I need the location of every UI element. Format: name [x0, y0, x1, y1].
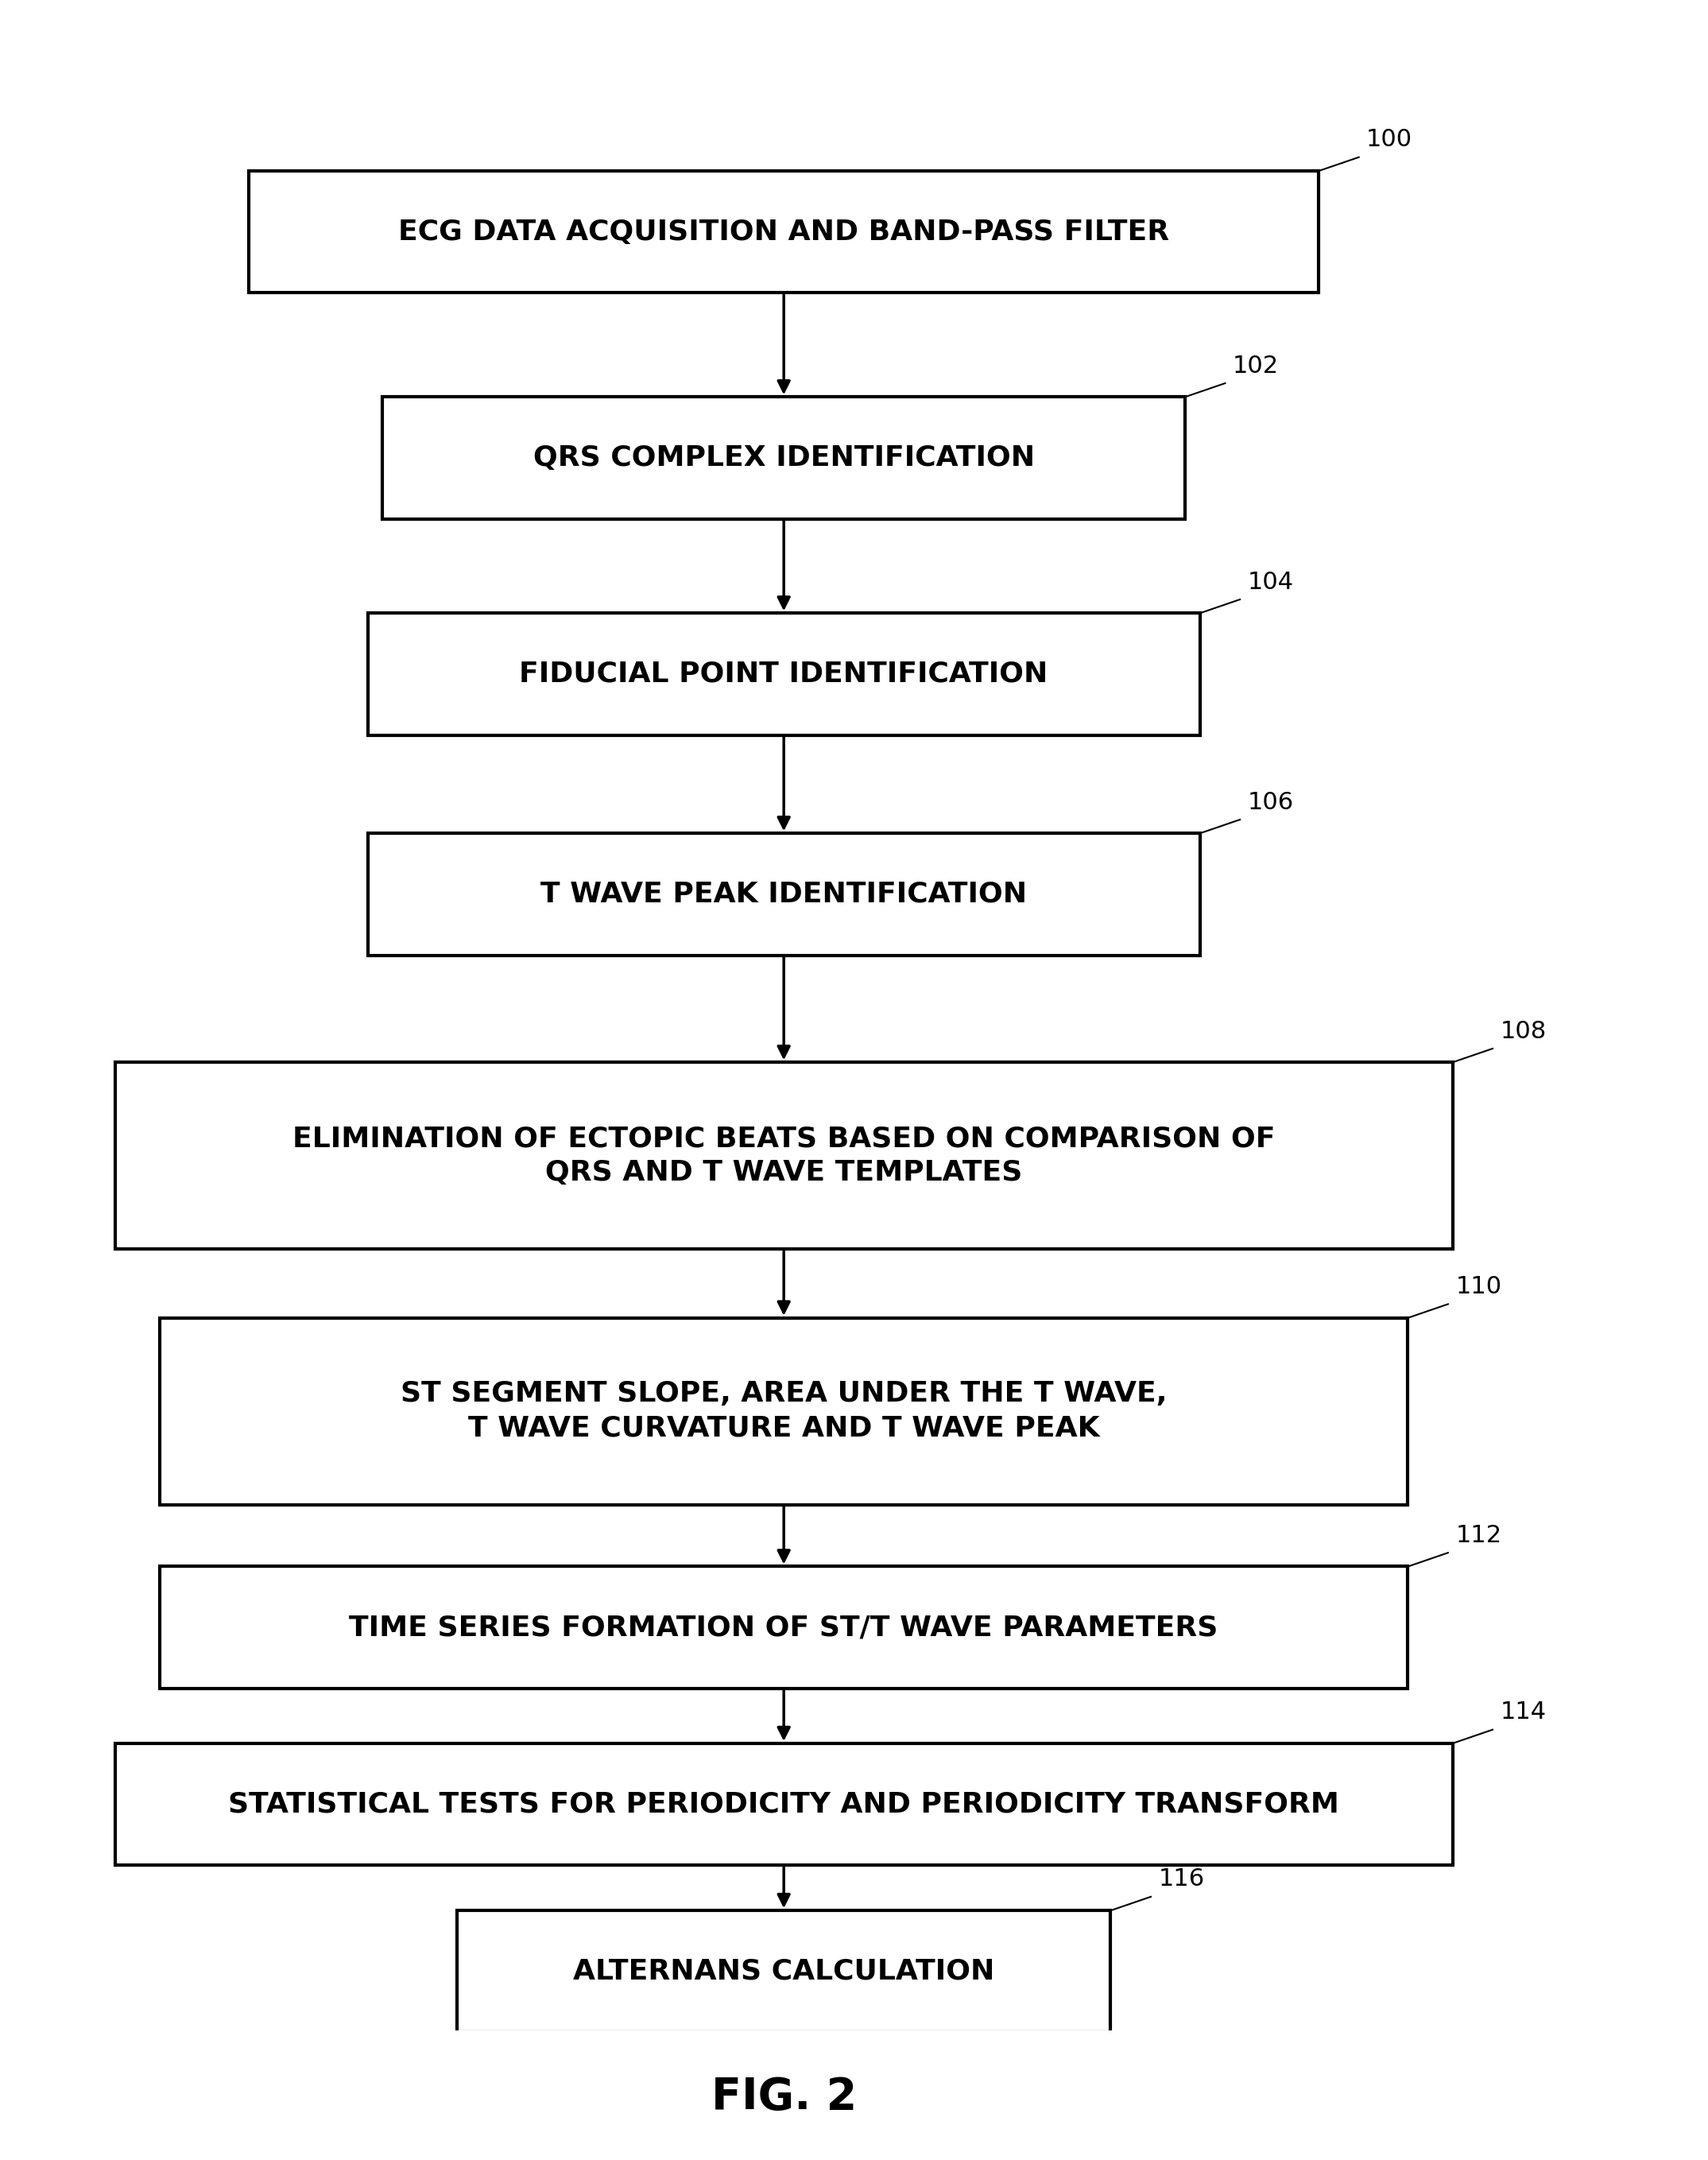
Text: 116: 116	[1158, 1868, 1204, 1890]
Bar	[367, 613, 1201, 734]
Text: ELIMINATION OF ECTOPIC BEATS BASED ON COMPARISON OF
QRS AND T WAVE TEMPLATES: ELIMINATION OF ECTOPIC BEATS BASED ON CO…	[292, 1125, 1276, 1186]
Text: TIME SERIES FORMATION OF ST/T WAVE PARAMETERS: TIME SERIES FORMATION OF ST/T WAVE PARAM…	[350, 1614, 1218, 1642]
Text: 108: 108	[1500, 1020, 1546, 1043]
Text: 104: 104	[1247, 570, 1293, 594]
Bar	[367, 834, 1201, 955]
Text: STATISTICAL TESTS FOR PERIODICITY AND PERIODICITY TRANSFORM: STATISTICAL TESTS FOR PERIODICITY AND PE…	[229, 1791, 1339, 1819]
Text: ECG DATA ACQUISITION AND BAND-PASS FILTER: ECG DATA ACQUISITION AND BAND-PASS FILTE…	[398, 218, 1170, 246]
Text: FIG. 2: FIG. 2	[711, 2076, 857, 2119]
Text: 114: 114	[1500, 1700, 1546, 1724]
Text: ALTERNANS CALCULATION: ALTERNANS CALCULATION	[572, 1957, 994, 1985]
Text: 102: 102	[1233, 354, 1279, 378]
Text: QRS COMPLEX IDENTIFICATION: QRS COMPLEX IDENTIFICATION	[533, 445, 1035, 471]
Text: FIDUCIAL POINT IDENTIFICATION: FIDUCIAL POINT IDENTIFICATION	[519, 661, 1049, 687]
Bar	[114, 1743, 1452, 1866]
Text: ST SEGMENT SLOPE, AREA UNDER THE T WAVE,
T WAVE CURVATURE AND T WAVE PEAK: ST SEGMENT SLOPE, AREA UNDER THE T WAVE,…	[401, 1380, 1167, 1443]
Text: 106: 106	[1247, 791, 1293, 814]
Text: 112: 112	[1455, 1523, 1501, 1547]
Text: 100: 100	[1366, 127, 1413, 151]
Bar	[249, 171, 1319, 294]
Bar	[159, 1566, 1407, 1689]
Bar	[114, 1063, 1452, 1248]
Text: T WAVE PEAK IDENTIFICATION: T WAVE PEAK IDENTIFICATION	[540, 881, 1027, 907]
Bar	[458, 1909, 1110, 2033]
Bar	[383, 397, 1185, 518]
Bar	[159, 1318, 1407, 1506]
Text: 110: 110	[1455, 1274, 1501, 1298]
